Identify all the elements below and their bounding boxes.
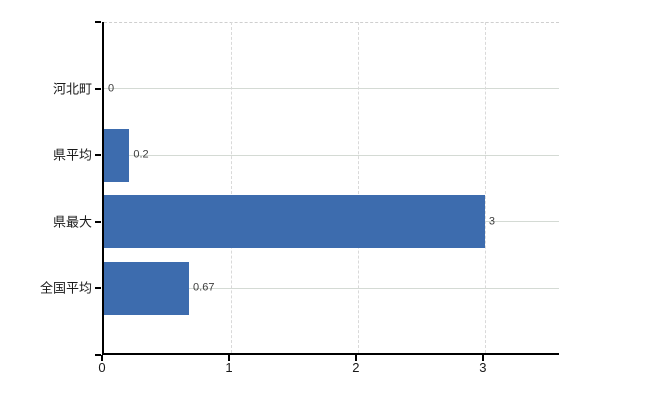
- x-axis-tick: [354, 355, 357, 361]
- value-label: 0.67: [193, 281, 215, 294]
- y-axis-tick: [95, 287, 101, 290]
- vertical-gridline: [484, 22, 486, 353]
- x-tick-label: 0: [98, 360, 106, 375]
- y-axis-edge-tick: [95, 21, 101, 23]
- category-label: 河北町: [52, 81, 92, 97]
- category-label: 県平均: [52, 147, 92, 163]
- y-axis-tick: [95, 220, 101, 223]
- bar: [104, 195, 485, 249]
- category-label: 全国平均: [39, 280, 92, 296]
- vertical-gridline: [357, 22, 359, 353]
- y-axis-tick: [95, 154, 101, 157]
- y-axis-edge-tick: [95, 354, 101, 356]
- x-axis-tick: [101, 355, 103, 361]
- bar: [104, 128, 130, 182]
- value-label: 0: [108, 82, 115, 95]
- bar: [104, 261, 190, 315]
- x-tick-label: 3: [479, 360, 487, 375]
- value-label: 0.2: [133, 148, 149, 161]
- plot-top-border: [104, 22, 559, 23]
- x-axis-tick: [227, 355, 230, 361]
- value-label: 3: [488, 215, 495, 228]
- horizontal-gridline: [104, 88, 559, 90]
- x-axis-tick: [481, 355, 484, 361]
- y-axis-tick: [95, 87, 101, 90]
- category-label: 県最大: [52, 214, 92, 230]
- plot-area: 0 0.2 3 0.67: [102, 22, 559, 355]
- horizontal-gridline: [104, 154, 559, 156]
- vertical-gridline: [230, 22, 232, 353]
- horizontal-gridline: [104, 287, 559, 289]
- x-tick-label: 1: [225, 360, 233, 375]
- x-tick-label: 2: [352, 360, 360, 375]
